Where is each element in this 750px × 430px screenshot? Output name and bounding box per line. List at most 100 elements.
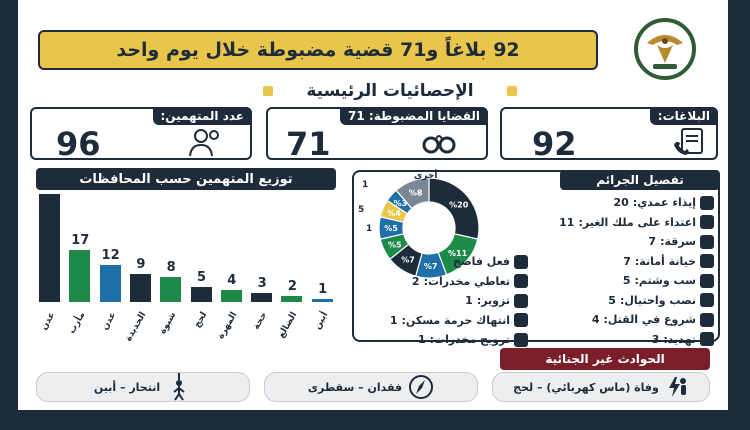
governorates-chart-title: توزيع المتهمين حسب المحافظات <box>36 168 336 190</box>
bar-value-label: 35 <box>40 177 60 192</box>
right-frame <box>728 0 750 430</box>
donut-segment-label: %8 <box>409 188 423 197</box>
bar-value-label: 9 <box>136 257 146 273</box>
stat-value: 96 <box>56 125 101 163</box>
suspect-icon <box>189 129 219 157</box>
incident-missing: فقدان – سقطرى <box>264 372 478 402</box>
bar <box>69 249 91 302</box>
crime-label: تعاطي مخدرات: <box>423 274 510 288</box>
headline: 92 بلاغاً و71 قضية مضبوطة خلال يوم واحد <box>38 30 598 70</box>
bar-value-label: 4 <box>227 272 237 288</box>
crime-value: 1 <box>389 313 398 327</box>
stat-label: البلاغات: <box>649 107 718 125</box>
crimes-donut-chart: %20 %11 %7 %7 %5 %5 %4%3%8 <box>378 177 480 279</box>
crime-item: انتهاك حرمة مسكن: 1 <box>390 312 528 329</box>
crime-label: تزوير: <box>476 294 510 307</box>
crime-item: شروع في القتل: 4 <box>592 311 714 328</box>
bar <box>129 274 151 302</box>
crime-item: فعل فاضح <box>449 253 528 270</box>
crime-value: 5 <box>622 274 631 287</box>
crime-value: 7 <box>648 235 657 248</box>
bar <box>281 295 303 302</box>
donut-segment-label: %4 <box>387 209 401 218</box>
donut-segment-label: %7 <box>401 256 415 265</box>
crime-value: 11 <box>559 215 575 229</box>
incident-label: وفاة (ماس كهربائي) – لحج <box>513 380 659 394</box>
bar-value-label: 17 <box>71 232 90 248</box>
incident-electric: وفاة (ماس كهربائي) – لحج <box>492 372 710 402</box>
infographic-panel <box>18 14 728 410</box>
bar <box>251 292 273 302</box>
crime-label: ترويج مخدرات: <box>429 333 510 346</box>
stat-label: القضايا المضبوطة: 71 <box>340 107 488 125</box>
bar <box>220 289 242 302</box>
fist-icon <box>700 195 714 210</box>
donut-segment-label: %20 <box>449 200 469 209</box>
syringe-icon <box>514 274 528 288</box>
handcuffs-icon <box>422 135 456 154</box>
crime-item: خيانة أمانة: 7 <box>623 253 714 270</box>
thief-icon <box>700 234 714 249</box>
title-accent-right <box>507 86 517 96</box>
donut-side-value: 1 <box>362 180 369 190</box>
crime-value: 2 <box>411 274 420 288</box>
bar-value-label: 2 <box>287 278 297 294</box>
crime-value: 1 <box>417 333 426 346</box>
crime-value: 3 <box>651 332 660 346</box>
crime-item: تعاطي مخدرات: 2 <box>412 273 528 290</box>
donut-other-label: أخرى <box>414 171 438 181</box>
forgery-icon <box>514 293 528 308</box>
incident-suicide: انتحار – أبين <box>36 372 250 402</box>
crime-item: اعتداء على ملك الغير: 11 <box>559 214 714 231</box>
bar <box>160 277 182 302</box>
crime-label: انتهاك حرمة مسكن: <box>401 313 510 327</box>
stat-value: 92 <box>532 125 577 163</box>
incidents-title: الحوادث غير الجنائية <box>500 348 710 370</box>
donut-side-value: 5 <box>358 205 365 215</box>
eagle-emblem-icon <box>634 18 696 80</box>
title-accent-left <box>263 86 273 96</box>
crime-item: سب وشتم: 5 <box>623 272 714 289</box>
stat-card-suspects: عدد المتهمين: 96 <box>30 107 252 163</box>
bar <box>99 264 121 302</box>
crime-label: إيذاء عمدي: <box>632 196 696 209</box>
donut-side-value: 1 <box>366 224 373 234</box>
crimes-title: تفصيل الجرائم <box>560 170 720 190</box>
crime-item: نصب واحتيال: 5 <box>608 292 714 309</box>
bar <box>39 194 60 302</box>
house-breach-icon <box>514 313 528 327</box>
donut-segment <box>395 177 430 210</box>
crime-label: فعل فاضح <box>453 255 510 268</box>
donut-segment-label: %7 <box>424 262 438 271</box>
gun-icon <box>514 254 528 269</box>
crime-label: تهديد: <box>663 332 696 346</box>
crime-label: نصب واحتيال: <box>619 293 696 307</box>
bottom-frame <box>0 410 750 430</box>
section-title-text: الإحصائيات الرئيسية <box>306 81 474 101</box>
crime-item: ترويج مخدرات: 1 <box>418 331 528 348</box>
bar-value-label: 8 <box>166 260 176 276</box>
eagle-logo <box>615 14 715 84</box>
crime-item: سرقة: 7 <box>648 233 714 250</box>
stat-card-reports: البلاغات: 92 <box>500 107 718 163</box>
hanging-icon <box>173 373 185 401</box>
stat-card-cases: القضايا المضبوطة: 71 71 <box>266 107 488 163</box>
crime-label: شروع في القتل: <box>603 313 696 326</box>
crime-label: سرقة: <box>660 235 696 248</box>
crime-value: 4 <box>591 313 600 326</box>
fraud-icon <box>700 293 714 307</box>
left-frame <box>0 0 18 430</box>
stat-value: 71 <box>286 125 331 163</box>
phone-report-icon <box>674 128 703 155</box>
section-title: الإحصائيات الرئيسية <box>263 78 517 104</box>
crime-label: سب وشتم: <box>634 274 696 287</box>
crime-value: 5 <box>608 293 616 307</box>
donut-segment-label: %5 <box>388 240 402 249</box>
megaphone-icon <box>700 273 714 288</box>
headline-text: 92 بلاغاً و71 قضية مضبوطة خلال يوم واحد <box>116 39 520 61</box>
handshake-icon <box>700 254 714 268</box>
donut-segment-label: %11 <box>448 249 468 258</box>
donut-segment-label: %3 <box>394 199 408 208</box>
hand-stop-icon <box>700 215 714 229</box>
bar-value-label: 12 <box>101 247 120 263</box>
